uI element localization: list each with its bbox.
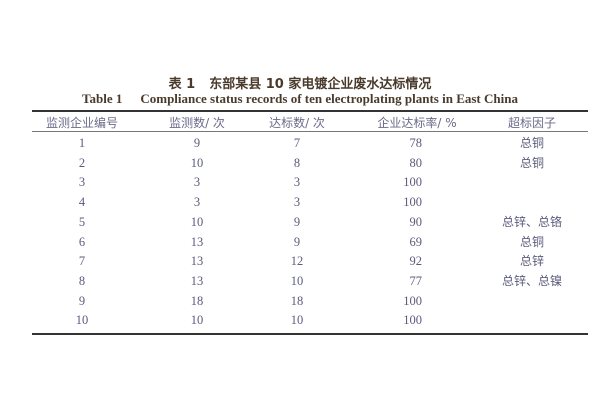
table-cell: 3 xyxy=(78,175,86,190)
table-row: 6 13 9 69 总铜 xyxy=(32,232,588,252)
table-cell: 4 xyxy=(78,195,86,210)
table-title-english: Table 1 Compliance status records of ten … xyxy=(0,91,600,107)
table-cell: 80 xyxy=(409,155,423,170)
table-cell: 90 xyxy=(409,214,423,229)
table-cell: 100 xyxy=(403,175,422,190)
table-cell: 100 xyxy=(403,293,422,308)
table-cell: 18 xyxy=(190,293,204,308)
column-header: 超标因子 xyxy=(507,116,556,130)
table-cell: 2 xyxy=(78,155,86,170)
top-rule xyxy=(32,110,588,112)
table-cell: 12 xyxy=(290,254,304,269)
table-cell: 77 xyxy=(409,273,423,288)
table-cell: 13 xyxy=(190,273,204,288)
table-cell: 7 xyxy=(78,254,86,269)
table-cell: 100 xyxy=(403,313,422,328)
column-header: 监测企业编号 xyxy=(45,116,118,130)
table-cell: 10 xyxy=(290,313,304,328)
column-header: 达标数/ 次 xyxy=(269,116,325,130)
table-title-chinese: 表 1 东部某县 10 家电镀企业废水达标情况 xyxy=(0,73,600,92)
table-cell: 10 xyxy=(290,273,304,288)
table-cell: 总铜 xyxy=(519,155,544,170)
table-cell: 总铜 xyxy=(519,234,544,249)
header-rule xyxy=(32,131,588,132)
table-cell: 92 xyxy=(409,254,423,269)
table-cell: 9 xyxy=(293,234,301,249)
table-cell: 3 xyxy=(193,175,201,190)
table-cell: 总锌 xyxy=(519,254,544,269)
table-cell: 5 xyxy=(78,214,86,229)
table-row: 5 10 9 90 总锌、总铬 xyxy=(32,212,588,232)
table-cell: 总铜 xyxy=(519,136,544,150)
table-cell: 10 xyxy=(190,155,204,170)
table-cell: 1 xyxy=(78,136,86,150)
table-cell: 3 xyxy=(293,195,301,210)
table-cell: 13 xyxy=(190,254,204,269)
table-cell: 10 xyxy=(190,313,204,328)
table-title-text: 东部某县 10 家电镀企业废水达标情况 xyxy=(209,77,432,92)
table-cell: 6 xyxy=(78,234,86,249)
table-title-text: Compliance status records of ten electro… xyxy=(140,91,518,106)
table-cell: 9 xyxy=(78,293,86,308)
table-cell: 69 xyxy=(409,234,423,249)
table-header: 监测企业编号 监测数/ 次 达标数/ 次 企业达标率/ % 超标因子 xyxy=(32,113,588,133)
table-cell: 78 xyxy=(409,136,423,150)
table-cell: 13 xyxy=(190,234,204,249)
table-cell: 3 xyxy=(193,195,201,210)
table-label: 表 1 xyxy=(168,77,196,92)
table-cell: 总锌、总镍 xyxy=(501,273,562,288)
table-row: 4 3 3 100 xyxy=(32,192,588,212)
table-row: 2 10 8 80 总铜 xyxy=(32,153,588,173)
table-cell: 9 xyxy=(293,214,301,229)
table-cell: 10 xyxy=(190,214,204,229)
column-header: 监测数/ 次 xyxy=(169,116,225,130)
table-cell: 总锌、总铬 xyxy=(501,214,562,229)
table-cell: 8 xyxy=(293,155,301,170)
table-cell: 3 xyxy=(293,175,301,190)
column-header: 企业达标率/ % xyxy=(377,116,457,130)
table-cell: 8 xyxy=(78,273,86,288)
table-row: 9 18 18 100 xyxy=(32,291,588,311)
table-cell: 7 xyxy=(293,136,301,150)
table-row: 1 9 7 78 总铜 xyxy=(32,133,588,153)
table-cell: 9 xyxy=(193,136,201,150)
table-cell: 10 xyxy=(75,313,89,328)
table-label: Table 1 xyxy=(82,91,123,106)
table-cell: 100 xyxy=(403,195,422,210)
table-row: 8 13 10 77 总锌、总镍 xyxy=(32,271,588,291)
table-row: 3 3 3 100 xyxy=(32,172,588,192)
table-row: 7 13 12 92 总锌 xyxy=(32,251,588,271)
bottom-rule xyxy=(32,333,588,335)
table-cell: 18 xyxy=(290,293,304,308)
table-row: 10 10 10 100 xyxy=(32,310,588,330)
